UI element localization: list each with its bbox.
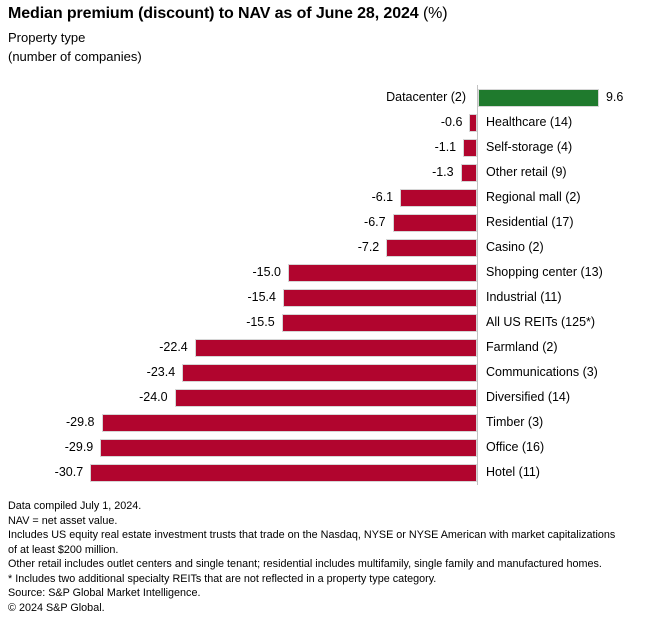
chart-area: 9.6 Datacenter (2) -0.6 Healthcare (14) -1.1… — [0, 85, 667, 485]
footer-line: Other retail includes outlet centers and… — [8, 558, 602, 570]
footer-line: Includes US equity real estate investmen… — [8, 529, 616, 541]
bar-value-label: -29.8 — [66, 415, 95, 429]
bar-timber-3 — [101, 413, 477, 432]
bar-casino-2 — [386, 238, 477, 257]
chart-title-text: Median premium (discount) to NAV as of J… — [8, 5, 419, 22]
bar-category-label: Timber (3) — [486, 415, 544, 429]
bar-diversified-14 — [174, 388, 477, 407]
bar-value-label: -22.4 — [159, 340, 188, 354]
bar-category-label: Casino (2) — [486, 240, 544, 254]
bar-value-label: -6.7 — [364, 215, 386, 229]
bar-category-label: Office (16) — [486, 440, 545, 454]
bar-category-label: All US REITs (125*) — [486, 315, 596, 329]
bar-industrial-11 — [282, 288, 477, 307]
footer-line: Data compiled July 1, 2024. — [8, 500, 142, 512]
bar-category-label: Farmland (2) — [486, 340, 558, 354]
axis-caption-company-count: (number of companies) — [8, 49, 142, 64]
axis-caption-property-type: Property type — [8, 30, 86, 45]
chart-title-unit: (%) — [422, 5, 448, 22]
footer-line: © 2024 S&P Global. — [8, 601, 105, 614]
bar-category-label: Industrial (11) — [486, 290, 562, 304]
bar-value-label: -30.7 — [54, 465, 84, 479]
bar-value-label: -15.0 — [252, 265, 282, 279]
bar-category-label: Shopping center (13) — [486, 265, 603, 279]
bar-category-label: Self-storage (4) — [486, 140, 573, 154]
bar-communications-3 — [182, 363, 477, 382]
bar-datacenter-2 — [478, 88, 599, 107]
footer-notes: Data compiled July 1, 2024. NAV = net ass… — [8, 499, 663, 615]
bar-value-label: -29.9 — [64, 440, 94, 454]
bar-value-label: -1.1 — [434, 140, 457, 154]
bar-category-label: Hotel (11) — [486, 465, 540, 479]
footer-line: NAV = net asset value. — [8, 514, 118, 527]
bar-category-label: Residential (17) — [486, 215, 574, 229]
bar-category-label: Regional mall (2) — [486, 190, 581, 204]
bar-shopping-center-13 — [288, 263, 477, 282]
bar-residential-17 — [392, 213, 477, 232]
bar-value-label: 9.6 — [605, 90, 624, 104]
bar-category-label: Communications (3) — [486, 365, 598, 379]
bar-value-label: -1.3 — [432, 165, 454, 179]
bar-value-label: -7.2 — [357, 240, 380, 254]
bar-value-label: -15.5 — [246, 315, 275, 329]
bar-category-label: Datacenter (2) — [386, 90, 466, 104]
bar-value-label: -23.4 — [146, 365, 176, 379]
bar-regional-mall-2 — [400, 188, 477, 207]
bar-all-us-reits-125 — [281, 313, 477, 332]
footer-line: of at least $200 million. — [8, 543, 119, 556]
bar-category-label: Other retail (9) — [486, 165, 567, 179]
bar-office-16 — [100, 438, 477, 457]
bar-category-label: Healthcare (14) — [486, 115, 573, 129]
bar-healthcare-14 — [469, 113, 477, 132]
bar-value-label: -6.1 — [371, 190, 394, 204]
bar-value-label: -15.4 — [247, 290, 276, 304]
zero-axis-line — [477, 85, 478, 485]
bar-other-retail-9 — [460, 163, 477, 182]
bar-value-label: -24.0 — [139, 390, 168, 404]
bar-farmland-2 — [194, 338, 477, 357]
bar-self-storage-4 — [463, 138, 477, 157]
footer-line: * Includes two additional specialty REIT… — [8, 572, 437, 585]
bar-category-label: Diversified (14) — [486, 390, 571, 404]
footer-line: Source: S&P Global Market Intelligence. — [8, 587, 201, 599]
bar-value-label: -0.6 — [440, 115, 463, 129]
bar-hotel-11 — [90, 463, 477, 482]
chart-title: Median premium (discount) to NAV as of J… — [8, 5, 448, 23]
